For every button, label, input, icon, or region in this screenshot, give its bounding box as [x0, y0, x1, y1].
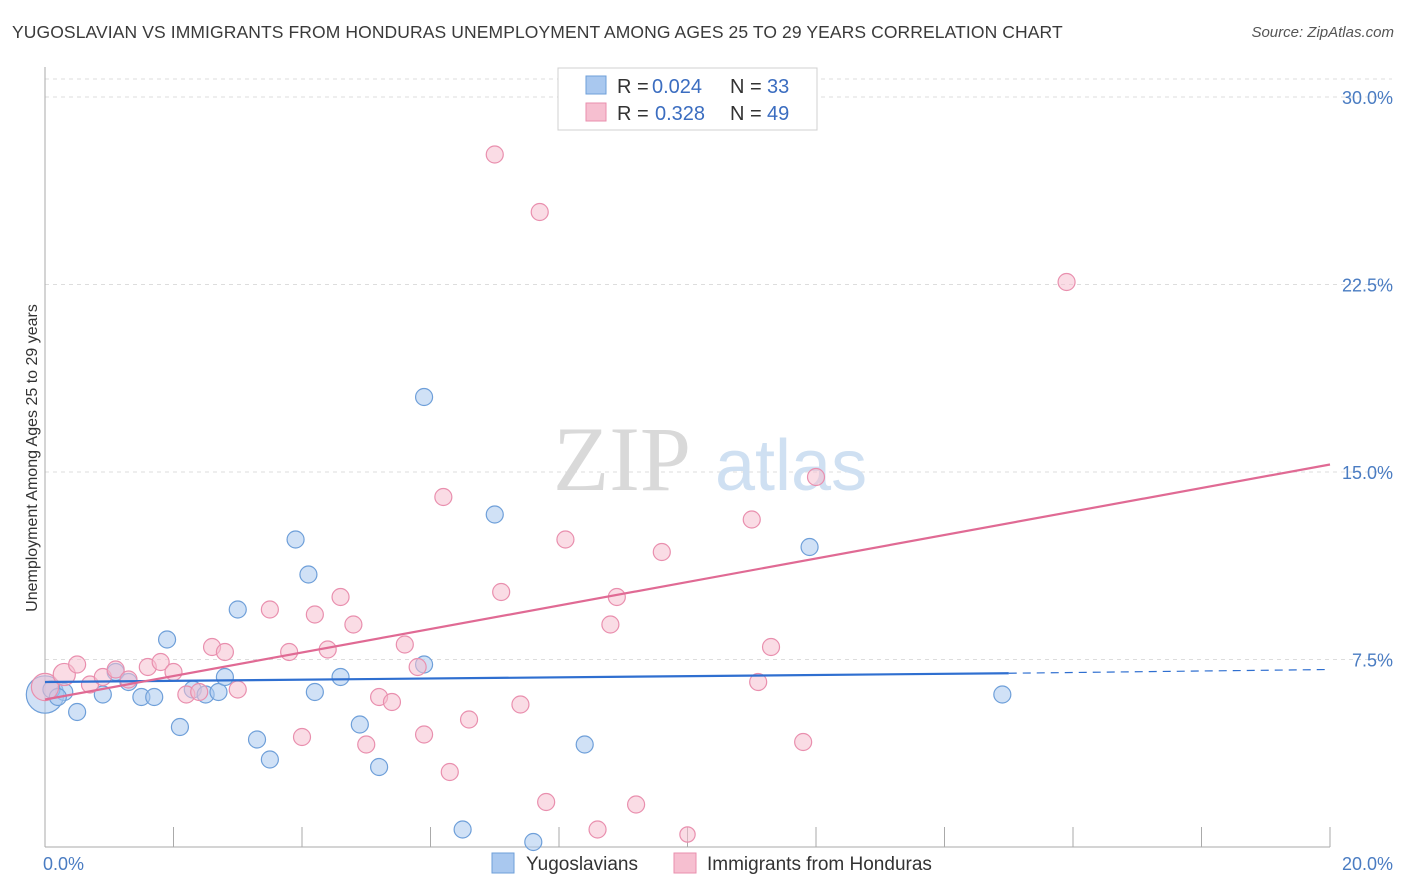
honduras-point [652, 542, 671, 562]
y-tick-label: 30.0% [1342, 88, 1393, 108]
yugoslavian-point [157, 630, 177, 649]
yugoslavian-point [170, 717, 190, 737]
source-credit: Source: ZipAtlas.com [1251, 24, 1394, 41]
legend-swatch-honduras [585, 102, 607, 122]
honduras-point [459, 710, 479, 729]
honduras-point [106, 660, 125, 679]
trend-line-yugoslavians [44, 672, 1009, 684]
yugoslavian-point [247, 730, 267, 749]
honduras-point [530, 202, 549, 222]
honduras-point [280, 642, 299, 662]
trend-line-yugoslavians-extension [1008, 668, 1331, 674]
legend-box: R = 0.024 N = 33 R = 0.328 N = 49 [557, 67, 818, 131]
legend-r-value-honduras: 0.328 [655, 103, 705, 125]
honduras-point [331, 587, 350, 607]
yugoslavian-point [215, 667, 234, 687]
grid-layer [45, 78, 1392, 660]
honduras-point [806, 467, 826, 487]
legend-n-label: N = [730, 103, 762, 125]
legend-r-value-yugoslavians: 0.024 [652, 76, 702, 98]
trend-line-honduras [44, 463, 1331, 701]
x-tick-label: 0.0% [43, 854, 84, 874]
yugoslavian-point [228, 600, 247, 619]
bottom-legend: Yugoslavians Immigrants from Honduras [491, 852, 932, 875]
legend-n-value-yugoslavians: 33 [767, 76, 789, 98]
legend-r-label: R = [617, 103, 649, 125]
yugoslavian-point [305, 682, 324, 702]
honduras-point [215, 642, 234, 662]
yugoslavian-point [575, 735, 594, 754]
yugoslavian-point [800, 537, 819, 557]
axes-layer [44, 67, 1331, 848]
y-tick-label: 15.0% [1342, 463, 1393, 483]
bottom-legend-swatch-honduras [673, 852, 697, 874]
yugoslavian-point [524, 832, 543, 852]
honduras-point [742, 510, 761, 529]
bottom-legend-label-honduras: Immigrants from Honduras [707, 854, 932, 875]
bottom-legend-label-yugoslavians: Yugoslavians [526, 854, 638, 875]
yugoslavian-point [485, 505, 504, 524]
honduras-point [260, 600, 279, 619]
yugoslavian-point [209, 682, 228, 702]
y-tick-label: 7.5% [1352, 651, 1393, 671]
honduras-point [357, 735, 376, 754]
honduras-point [305, 605, 324, 624]
honduras-point [626, 795, 646, 814]
honduras-point [344, 615, 363, 634]
honduras-point [68, 655, 87, 674]
legend-n-label: N = [730, 76, 762, 98]
honduras-point [749, 672, 768, 692]
y-tick-label: 22.5% [1342, 276, 1393, 296]
yugoslavian-point [331, 667, 350, 687]
honduras-point [761, 637, 781, 657]
honduras-point [382, 692, 402, 712]
honduras-point [30, 672, 60, 702]
honduras-point [537, 792, 556, 812]
honduras-point [414, 725, 434, 744]
yugoslavian-point [299, 565, 318, 584]
watermark-zip: ZIP [553, 408, 691, 510]
honduras-point [151, 652, 170, 672]
trend-lines [44, 463, 1331, 701]
yugoslavian-point [993, 685, 1012, 704]
yugoslavian-point [145, 687, 164, 707]
legend-n-value-honduras: 49 [767, 103, 789, 125]
tick-labels: 7.5% 15.0% 22.5% 30.0% 0.0% 20.0% [43, 88, 1393, 874]
watermark: ZIP atlas [553, 408, 867, 510]
yugoslavian-point [370, 757, 389, 777]
x-tick-label: 20.0% [1342, 854, 1393, 874]
honduras-point [794, 732, 813, 752]
legend-r-label: R = [617, 76, 649, 98]
honduras-point [1057, 272, 1076, 292]
y-axis-label: Unemployment Among Ages 25 to 29 years [24, 304, 41, 612]
legend-swatch-yugoslavians [585, 75, 607, 95]
bottom-legend-swatch-yugoslavians [491, 852, 515, 874]
yugoslavian-point [286, 530, 305, 549]
honduras-point [511, 695, 530, 714]
honduras-point [492, 582, 511, 602]
watermark-atlas: atlas [715, 426, 867, 506]
yugoslavian-point [68, 702, 87, 722]
honduras-point [601, 615, 620, 634]
honduras-point [679, 826, 696, 843]
honduras-point [408, 657, 427, 677]
honduras-point [485, 145, 504, 164]
honduras-point [434, 487, 453, 507]
chart-title: YUGOSLAVIAN VS IMMIGRANTS FROM HONDURAS … [12, 22, 1063, 42]
yugoslavian-point [350, 715, 369, 734]
yugoslavian-point [414, 387, 434, 407]
honduras-point [556, 530, 575, 549]
honduras-point [395, 635, 414, 654]
yugoslavian-point [260, 750, 279, 769]
honduras-point [588, 820, 607, 839]
honduras-point [440, 762, 459, 782]
yugoslavian-point [453, 820, 472, 839]
honduras-point [292, 727, 312, 747]
honduras-point [228, 680, 247, 699]
honduras-point [190, 682, 209, 702]
